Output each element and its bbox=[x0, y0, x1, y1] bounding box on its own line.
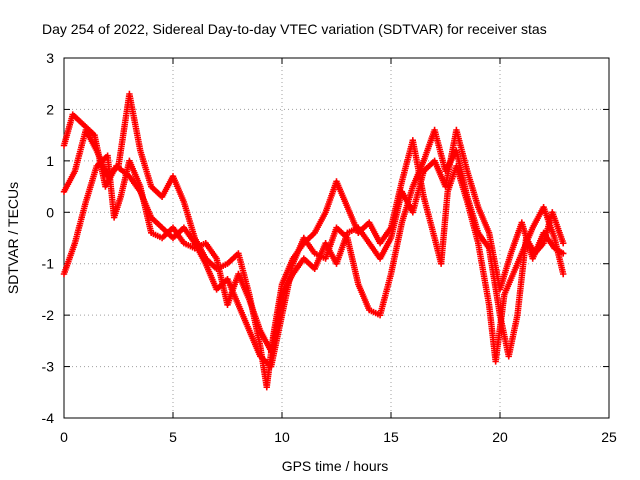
x-tick-label: 15 bbox=[383, 429, 399, 445]
plot-frame bbox=[63, 57, 610, 419]
series-trace-3 bbox=[60, 126, 567, 355]
y-tick-label: -2 bbox=[42, 307, 55, 323]
x-tick-label: 10 bbox=[274, 429, 290, 445]
y-tick-label: 1 bbox=[46, 153, 54, 169]
y-tick-label: -3 bbox=[42, 359, 55, 375]
x-axis-label: GPS time / hours bbox=[282, 458, 389, 474]
x-tick-label: 0 bbox=[60, 429, 68, 445]
y-tick-label: 3 bbox=[46, 50, 54, 66]
chart-title: Day 254 of 2022, Sidereal Day-to-day VTE… bbox=[42, 21, 547, 37]
y-axis-label: SDTVAR / TECUs bbox=[5, 182, 21, 294]
y-tick-label: -4 bbox=[42, 410, 55, 426]
data-point bbox=[560, 270, 567, 278]
y-tick-label: 2 bbox=[46, 101, 54, 117]
data-points bbox=[60, 90, 567, 391]
data-point bbox=[560, 239, 567, 247]
y-tick-label: 0 bbox=[46, 204, 54, 220]
y-tick-label: -1 bbox=[42, 256, 55, 272]
x-tick-label: 20 bbox=[492, 429, 508, 445]
x-tick-label: 25 bbox=[601, 429, 617, 445]
tick-labels: 0 5 10 15 20 25 -4 -3 -2 -1 0 1 2 3 bbox=[42, 50, 617, 445]
axis-ticks bbox=[63, 57, 610, 419]
data-point bbox=[560, 250, 567, 257]
x-tick-label: 5 bbox=[169, 429, 177, 445]
